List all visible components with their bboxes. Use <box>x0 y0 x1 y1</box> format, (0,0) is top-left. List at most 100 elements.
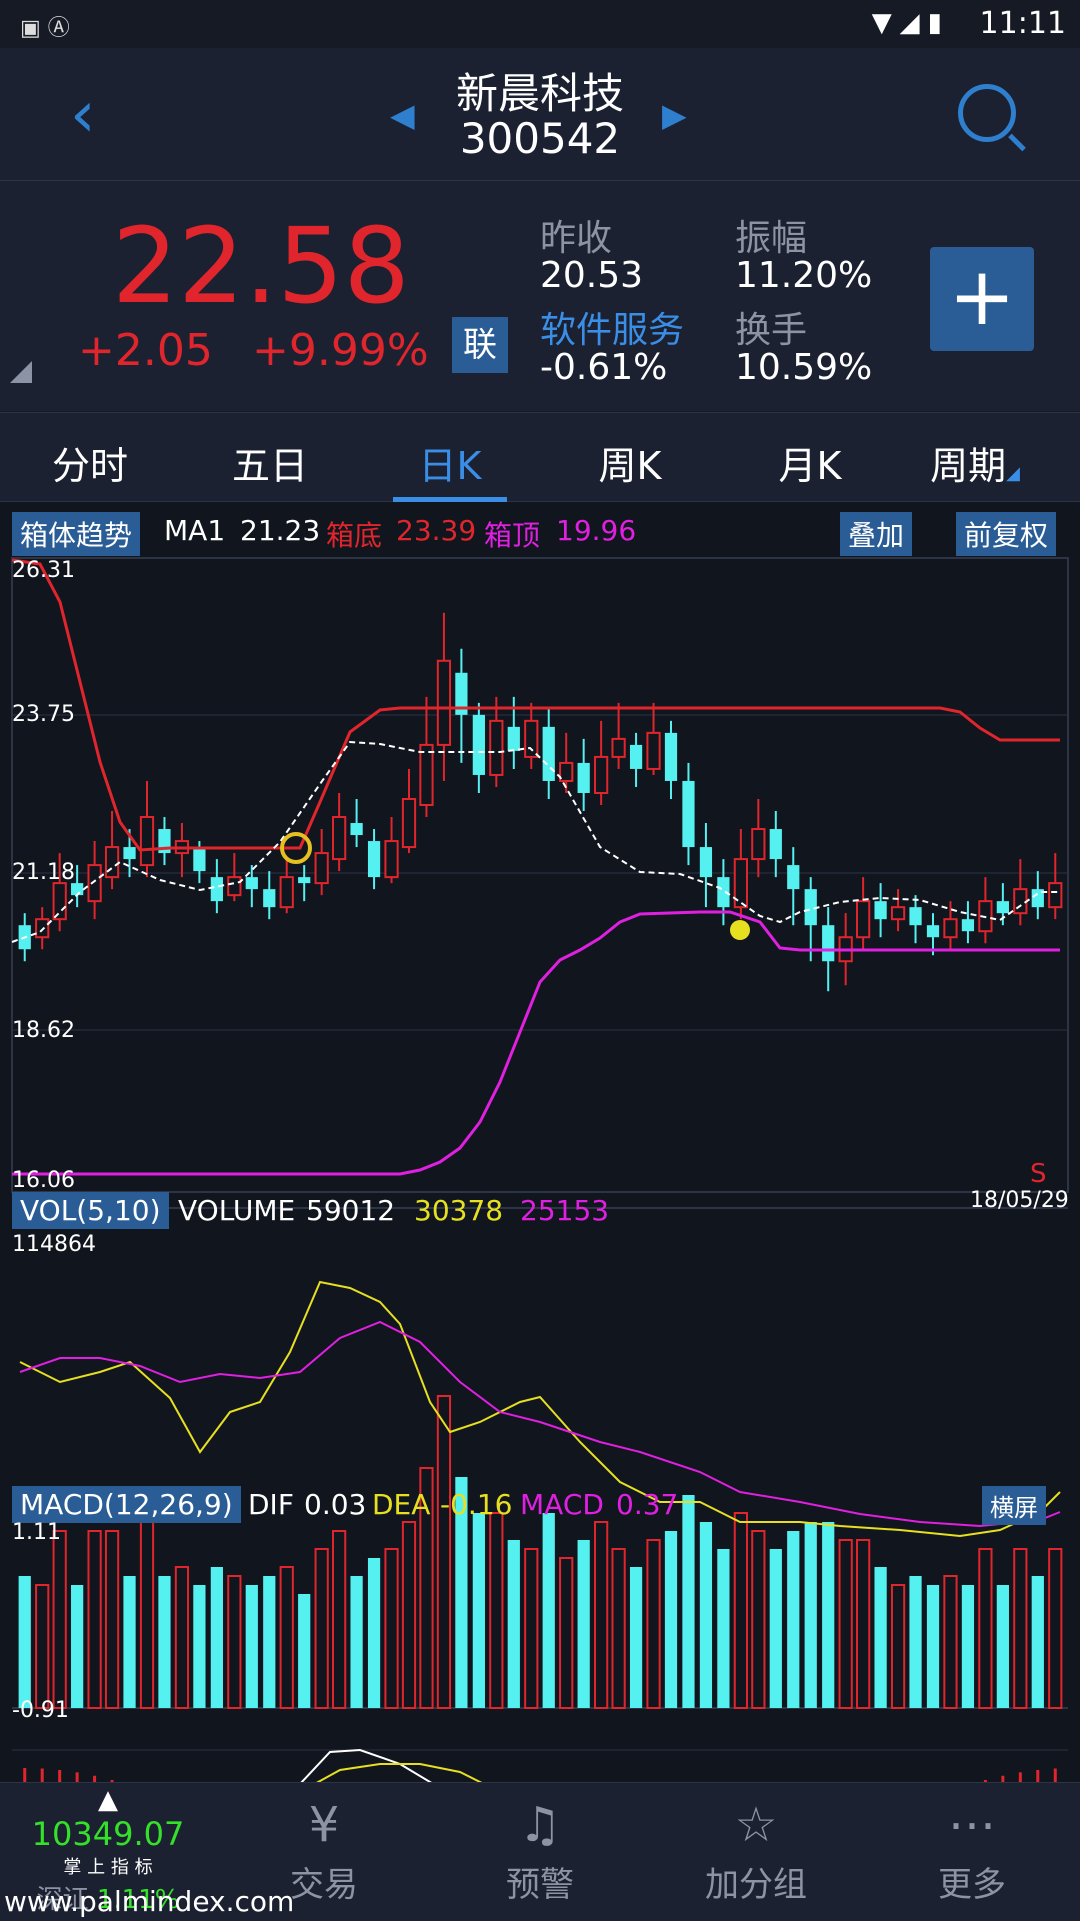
chart-area[interactable]: 箱体趋势 MA1 21.23 箱底 23.39 箱顶 19.96 叠加 前复权 … <box>0 502 1080 1782</box>
sector-change: -0.61% <box>540 347 668 388</box>
adjust-button[interactable]: 前复权 <box>956 512 1057 556</box>
candle-body <box>769 829 782 860</box>
tab-five-day[interactable]: 五日 <box>231 444 308 488</box>
more-icon: ⋯ <box>948 1797 996 1853</box>
tab-period[interactable]: 周期◢ <box>900 435 1050 490</box>
tick-21-18: 21.18 <box>12 860 75 885</box>
volume-bar <box>682 1495 695 1708</box>
candle-body <box>890 906 906 921</box>
volume-bar <box>158 1576 171 1708</box>
candle-body <box>245 877 258 890</box>
volume-bar <box>472 1513 485 1708</box>
nav-alert[interactable]: ♫ 预警 <box>432 1783 648 1921</box>
macd-label: MACD <box>520 1488 604 1521</box>
volume-bar <box>961 1585 975 1708</box>
candle-body <box>71 883 84 896</box>
volume-bar <box>52 1530 67 1709</box>
quote-panel: 22.58 +2.05 +9.99% 联 昨收 20.53 软件服务 -0.61… <box>0 181 1080 411</box>
index-change: 1.11% <box>96 1885 180 1915</box>
volume-bar <box>594 1521 609 1709</box>
candle-body <box>717 877 730 908</box>
tab-daily-k[interactable]: 日K <box>418 444 482 488</box>
sector-link[interactable]: 软件服务 <box>540 310 685 351</box>
candle-body <box>856 900 871 939</box>
candle-body <box>298 877 311 884</box>
candle-body <box>193 847 206 872</box>
add-watchlist-button[interactable]: + <box>930 247 1034 351</box>
tick-23-75: 23.75 <box>12 702 75 727</box>
volume-bar <box>18 1576 31 1708</box>
box-bottom-label: 箱底 <box>326 519 383 552</box>
dropdown-icon: ◢ <box>1006 463 1020 484</box>
expand-corner-icon[interactable] <box>10 361 32 383</box>
candle-body <box>1048 882 1063 909</box>
active-tab-indicator <box>393 497 507 502</box>
candle-body <box>943 918 958 939</box>
candle-body <box>1013 888 1028 915</box>
index-caption: 掌 上 指 标 <box>63 1857 153 1878</box>
volume-bar <box>559 1557 574 1709</box>
amplitude-value: 11.20% <box>735 255 873 296</box>
volume-bar <box>436 1395 452 1709</box>
volume-bar <box>489 1512 504 1709</box>
candle-body <box>874 901 887 920</box>
candle-body <box>436 659 452 746</box>
tab-weekly-k[interactable]: 周K <box>598 444 662 488</box>
volume-bar <box>367 1558 381 1708</box>
candle-body <box>332 816 347 861</box>
candle-body <box>227 876 242 897</box>
landscape-button[interactable]: 横屏 <box>982 1486 1046 1525</box>
dea-label: DEA <box>372 1488 431 1521</box>
candle-body <box>384 840 399 879</box>
vol-badge[interactable]: VOL(5,10) <box>12 1192 169 1229</box>
volume-bar <box>926 1585 940 1708</box>
candle-body <box>279 876 294 909</box>
volume-bar <box>699 1522 713 1708</box>
macd-top-tick: 1.11 <box>12 1520 61 1545</box>
box-bottom-value: 23.39 <box>396 514 477 547</box>
volume-bar <box>542 1513 555 1708</box>
volume-bar <box>943 1575 958 1709</box>
candle-body <box>542 726 555 781</box>
status-time: 11:11 <box>979 6 1066 41</box>
bell-icon: ♫ <box>518 1797 562 1853</box>
candle-body <box>594 755 609 794</box>
prev-close-label: 昨收 <box>540 218 613 259</box>
candle-body <box>751 828 766 861</box>
volume-bar <box>1013 1548 1028 1709</box>
current-price: 22.58 <box>112 205 410 327</box>
prev-stock-icon[interactable]: ◀ <box>390 96 415 134</box>
vol-ma5-line <box>19 1280 1061 1538</box>
next-stock-icon[interactable]: ▶ <box>662 96 687 134</box>
linked-badge[interactable]: 联 <box>452 317 508 373</box>
box-top-line <box>12 910 1060 1176</box>
vol-max-tick: 114864 <box>12 1232 96 1257</box>
candle-body <box>419 743 434 807</box>
volume-bar <box>139 1503 155 1709</box>
nav-more[interactable]: ⋯ 更多 <box>864 1783 1080 1921</box>
volume-bar <box>1048 1548 1063 1709</box>
index-value: 10349.07 <box>31 1815 185 1853</box>
volume-bar <box>717 1549 730 1708</box>
index-footer: 深证 1.11% <box>0 1879 216 1916</box>
candle-body <box>646 731 661 770</box>
tick-16-06: 16.06 <box>12 1168 75 1193</box>
back-icon[interactable]: ‹ <box>70 78 96 152</box>
indicator-badge[interactable]: 箱体趋势 <box>12 512 141 556</box>
amplitude-label: 振幅 <box>735 218 808 259</box>
volume-bar <box>822 1522 835 1708</box>
dea-value: -0.16 <box>440 1488 513 1521</box>
candle-body <box>455 672 468 715</box>
tab-intraday[interactable]: 分时 <box>51 444 128 488</box>
nav-trade[interactable]: ¥ 交易 <box>216 1783 432 1921</box>
volume-bar <box>298 1594 311 1708</box>
tab-monthly-k[interactable]: 月K <box>778 444 842 488</box>
macd-badge[interactable]: MACD(12,26,9) <box>12 1486 241 1523</box>
volume-bar <box>909 1576 922 1708</box>
search-icon[interactable] <box>958 84 1016 142</box>
volume-bar <box>401 1521 417 1709</box>
nav-index[interactable]: ▲ 10349.07 掌 上 指 标 深证 1.11% <box>0 1783 216 1921</box>
nav-group[interactable]: ☆ 加分组 <box>648 1783 864 1921</box>
overlay-button[interactable]: 叠加 <box>840 512 913 556</box>
bottom-nav: ▲ 10349.07 掌 上 指 标 深证 1.11% ¥ 交易 ♫ 预警 ☆ … <box>0 1782 1080 1921</box>
